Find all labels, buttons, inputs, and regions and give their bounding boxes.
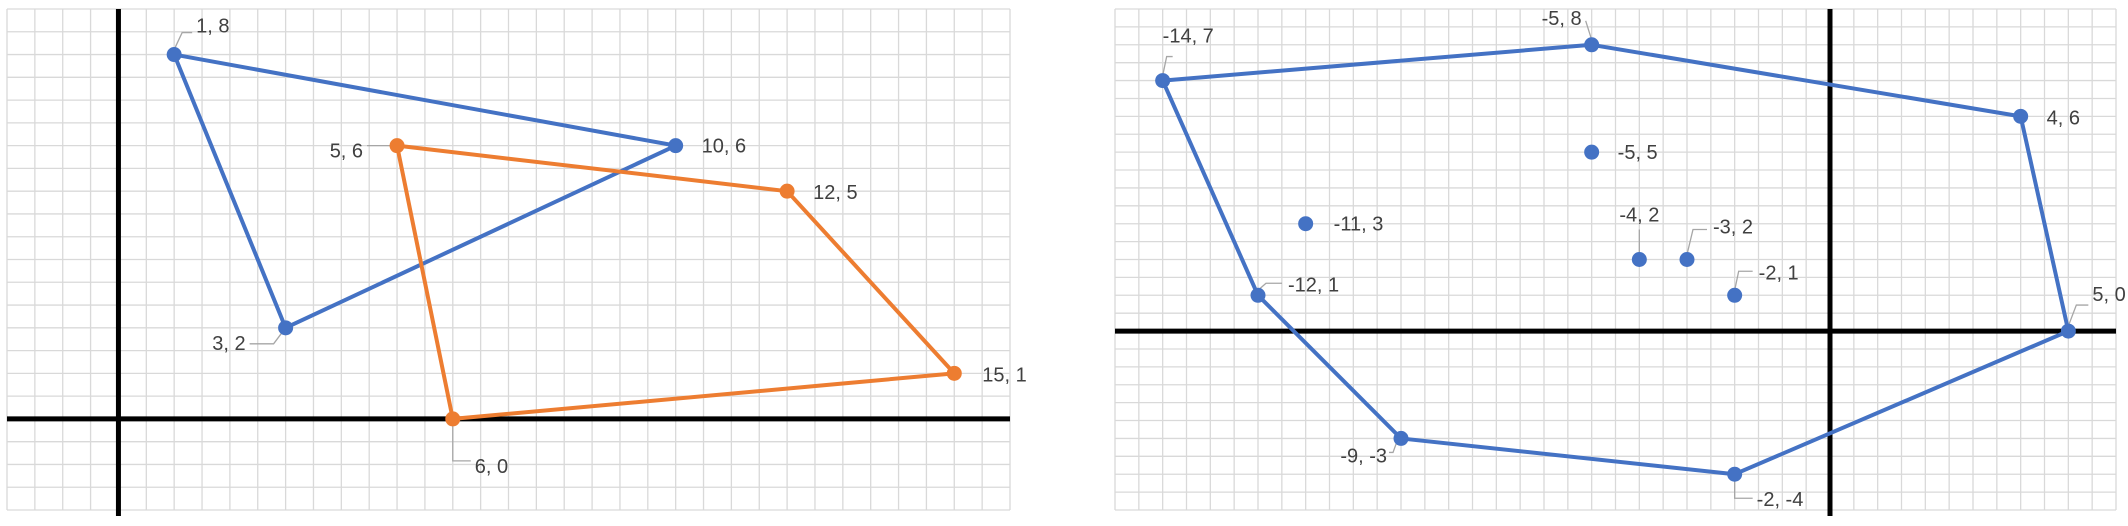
data-point <box>1584 144 1600 160</box>
gridlines <box>6 8 1011 511</box>
chart-2: -14, 7 -5, 8 4, 6 5, 0 -2, -4 -9, -3 -12, 1 -5,… <box>1114 8 2126 516</box>
data-label-leader <box>2067 304 2089 327</box>
series-1-line <box>172 52 678 330</box>
data-label-leader <box>249 331 284 345</box>
data-label: -3, 2 <box>1713 217 1753 239</box>
data-label-leader <box>1257 282 1282 291</box>
data-point <box>946 365 962 381</box>
data-point <box>1679 252 1695 267</box>
data-label: 4, 6 <box>2047 107 2080 129</box>
data-label-leader <box>1734 270 1753 291</box>
data-label: 5, 6 <box>330 141 363 163</box>
data-point <box>1631 252 1647 267</box>
data-label-leader <box>1585 20 1593 40</box>
data-label: -9, -3 <box>1340 445 1387 467</box>
data-point <box>1298 216 1314 232</box>
series-1-line <box>1160 42 2071 477</box>
data-point <box>2060 323 2076 339</box>
data-label: -12, 1 <box>1288 274 1339 296</box>
data-point <box>1727 287 1743 303</box>
data-label: 5, 0 <box>2092 284 2125 306</box>
data-point <box>1155 73 1171 89</box>
data-point <box>278 320 294 336</box>
data-point <box>1584 37 1600 53</box>
data-point <box>389 138 405 154</box>
gridlines <box>1114 8 2117 511</box>
data-label-leader <box>1389 441 1398 454</box>
data-label: -5, 8 <box>1542 8 1582 30</box>
data-label: 15, 1 <box>982 364 1026 386</box>
data-label-leader <box>452 423 471 462</box>
data-label: 12, 5 <box>813 182 857 204</box>
data-point <box>1393 430 1409 446</box>
data-point <box>1727 466 1743 482</box>
data-label-leader <box>173 31 193 50</box>
data-point <box>2013 108 2029 124</box>
data-label: -5, 5 <box>1618 142 1658 164</box>
data-label-leader <box>1686 228 1707 255</box>
data-label: -2, -4 <box>1757 489 1804 511</box>
data-label-leader <box>1162 55 1173 76</box>
data-label: -11, 3 <box>1334 214 1384 236</box>
data-point <box>166 47 182 63</box>
data-point <box>668 138 684 154</box>
data-point <box>1250 287 1266 303</box>
data-label-leader <box>1734 479 1753 499</box>
data-label: 1, 8 <box>196 16 229 38</box>
data-label: 3, 2 <box>212 333 245 355</box>
data-label: -14, 7 <box>1163 26 1214 48</box>
data-label: -4, 2 <box>1619 205 1659 227</box>
data-label: -2, 1 <box>1759 262 1799 284</box>
data-label: 6, 0 <box>475 456 508 478</box>
data-point <box>779 183 795 199</box>
data-label: 10, 6 <box>702 136 746 158</box>
chart-1: 1, 8 10, 6 3, 2 5, 6 12, 5 15, 1 6, 0 <box>6 8 1027 516</box>
data-point <box>445 411 461 427</box>
